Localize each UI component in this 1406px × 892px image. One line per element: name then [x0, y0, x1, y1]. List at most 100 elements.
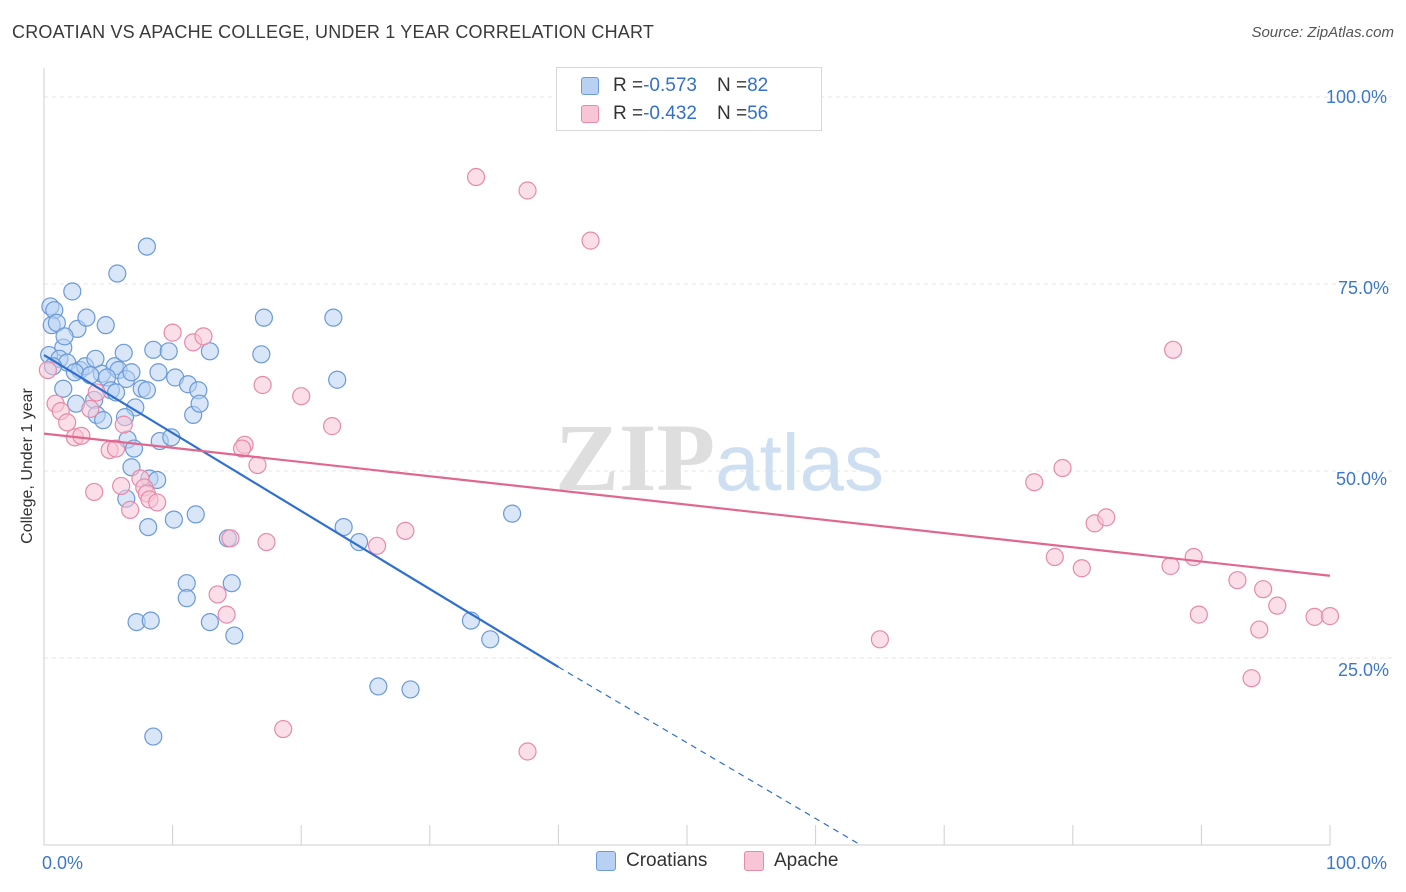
croatians-point-75 [481, 630, 500, 649]
apache-point-18 [85, 482, 104, 502]
apache-point-41 [1053, 458, 1072, 478]
apache-point-52 [1250, 620, 1269, 639]
croatians-point-69 [324, 308, 343, 327]
apache-point-48 [1184, 547, 1203, 567]
bottom-legend-apache: Apache [744, 850, 838, 872]
apache-point-40 [1025, 473, 1044, 492]
croatians-point-18 [55, 327, 74, 346]
apache-point-24 [232, 439, 252, 458]
apache-point-32 [322, 417, 342, 436]
croatians-point-67 [137, 237, 156, 256]
apache-point-55 [1305, 607, 1324, 626]
legend-r-label: R = [613, 103, 644, 124]
croatians-point-70 [252, 345, 271, 364]
croatians-point-28 [149, 363, 168, 382]
apache-point-31 [292, 387, 311, 406]
apache-point-54 [1268, 596, 1287, 615]
apache-point-17 [148, 493, 167, 512]
croatians-point-66 [108, 264, 127, 283]
apache-point-38 [518, 742, 537, 761]
bottom-legend-swatch-croatians [596, 851, 616, 871]
y-tick-75: 75.0% [1338, 278, 1390, 298]
legend: R = -0.573 N = 82 R = -0.432 N = 56 [556, 67, 822, 131]
croatians-point-54 [139, 517, 158, 537]
croatians-point-7 [77, 308, 96, 327]
croatians-point-26 [144, 340, 163, 359]
croatians-point-61 [177, 589, 196, 608]
apache-point-46 [1164, 340, 1183, 359]
croatians-point-3 [47, 313, 66, 332]
croatians-point-65 [144, 727, 163, 746]
apache-point-51 [1242, 669, 1261, 688]
apache-point-35 [466, 167, 486, 187]
croatians-point-47 [190, 394, 209, 413]
x-tick-max: 100.0% [1326, 853, 1388, 873]
bottom-legend-label-apache: Apache [774, 850, 839, 871]
watermark-atlas: atlas [715, 418, 884, 507]
apache-point-11 [112, 476, 131, 496]
source-label: Source: ZipAtlas.com [1251, 24, 1394, 41]
y-tick-100: 100.0% [1326, 87, 1388, 107]
legend-row-croatians: R = -0.573 N = 82 [557, 73, 768, 99]
watermark-zip: ZIP [555, 404, 715, 511]
croatians-point-77 [401, 680, 420, 699]
data-points [38, 167, 1340, 761]
bottom-legend-label-croatians: Croatians [626, 850, 708, 871]
legend-r-value: -0.573 [643, 75, 697, 96]
apache-point-0 [38, 360, 57, 380]
axes [43, 68, 1331, 846]
apache-point-22 [221, 529, 240, 548]
croatians-point-76 [369, 677, 388, 696]
apache-point-3 [58, 413, 77, 432]
y-tick-50: 50.0% [1336, 469, 1388, 489]
croatians-point-32 [200, 342, 219, 361]
apache-point-53 [1254, 580, 1273, 599]
croatians-point-64 [225, 626, 244, 645]
bottom-legend-croatians: Croatians [596, 850, 707, 872]
legend-swatch-apache [581, 105, 599, 123]
croatians-point-71 [328, 370, 347, 389]
croatians-point-40 [137, 381, 156, 400]
apache-point-50 [1228, 571, 1247, 590]
apache-point-37 [581, 231, 600, 250]
apache-point-19 [163, 323, 182, 342]
grid-lines [44, 96, 1392, 659]
y-axis-label: College, Under 1 year [19, 388, 36, 544]
apache-point-27 [257, 532, 276, 552]
legend-n-label: N = [716, 103, 748, 124]
apache-point-34 [396, 521, 415, 540]
apache-point-47 [1161, 556, 1180, 576]
croatians-trend-extension [558, 666, 861, 846]
croatians-point-25 [122, 363, 141, 382]
apache-point-10 [114, 415, 133, 434]
apache-point-49 [1189, 605, 1208, 624]
legend-swatch-croatians [581, 77, 599, 95]
bottom-legend-swatch-apache [744, 851, 764, 871]
croatians-trend-line [43, 354, 559, 668]
apache-point-21 [194, 327, 213, 346]
croatians-point-55 [164, 510, 183, 529]
croatians-point-59 [141, 611, 160, 630]
apache-point-7 [81, 399, 100, 419]
apache-point-12 [121, 500, 140, 519]
legend-n-value: 82 [747, 75, 769, 96]
apache-point-39 [870, 630, 890, 649]
croatians-point-8 [96, 316, 115, 335]
croatians-point-5 [63, 282, 82, 301]
croatians-point-68 [254, 308, 274, 327]
apache-point-45 [1097, 508, 1116, 527]
croatians-point-63 [222, 574, 241, 593]
apache-point-30 [274, 719, 293, 739]
apache-point-28 [208, 585, 227, 604]
trend-lines [43, 354, 1331, 846]
apache-point-33 [367, 536, 387, 555]
croatians-point-42 [94, 411, 113, 430]
apache-point-29 [217, 605, 236, 624]
apache-point-26 [253, 375, 272, 395]
apache-point-5 [72, 426, 91, 445]
apache-point-42 [1045, 547, 1064, 567]
croatians-point-27 [159, 342, 178, 361]
apache-point-56 [1320, 607, 1340, 626]
apache-point-9 [106, 439, 126, 458]
